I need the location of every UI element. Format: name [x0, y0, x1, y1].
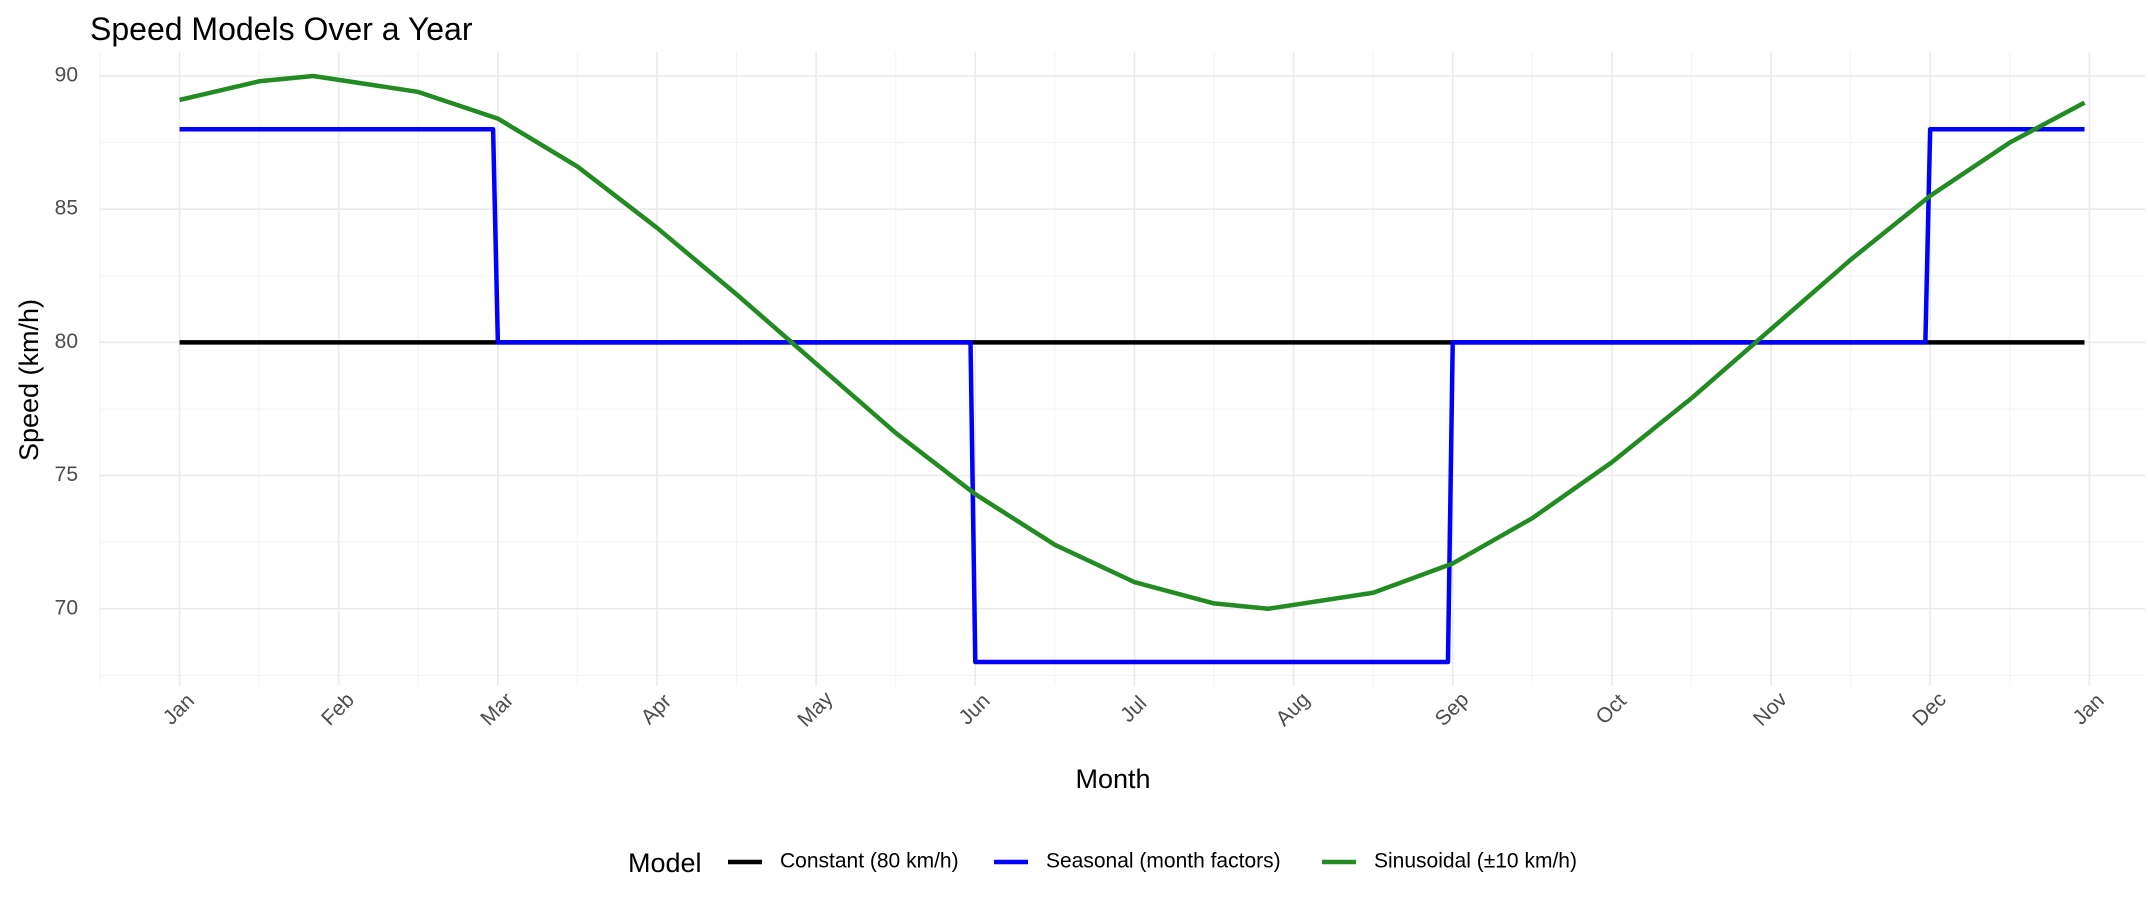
x-tick-label: Dec — [1908, 688, 1951, 731]
x-tick-label: Jan — [159, 689, 199, 729]
series-line-2 — [179, 127, 2085, 665]
y-tick-label: 75 — [55, 463, 78, 486]
x-tick-label: Feb — [317, 688, 359, 730]
x-tick-label: Oct — [1592, 690, 1631, 729]
legend-label-3: Sinusoidal (±10 km/h) — [1374, 850, 1577, 873]
y-tick-label: 80 — [55, 330, 78, 353]
legend: Model Constant (80 km/h) Seasonal (month … — [628, 848, 1577, 878]
legend-label-1: Constant (80 km/h) — [780, 850, 959, 873]
legend-title: Model — [628, 848, 702, 878]
grid-minor — [99, 52, 2145, 686]
x-tick-label: Jan — [2069, 689, 2109, 729]
series-layer — [179, 73, 2086, 665]
y-axis-ticks: 70 75 80 85 90 — [55, 64, 78, 620]
x-tick-label: Jul — [1116, 692, 1151, 727]
y-axis-title: Speed (km/h) — [14, 299, 44, 461]
x-axis-title: Month — [1075, 764, 1150, 794]
legend-items: Constant (80 km/h) Seasonal (month factor… — [728, 850, 1577, 873]
chart-title: Speed Models Over a Year — [90, 11, 473, 47]
legend-label-2: Seasonal (month factors) — [1046, 850, 1281, 873]
y-tick-label: 90 — [55, 64, 78, 87]
x-tick-label: Sep — [1431, 688, 1474, 731]
x-axis-ticks: Jan Feb Mar Apr May Jun Jul Aug Sep Oct Nov Dec Jan — [159, 687, 2109, 732]
x-tick-label: Mar — [476, 688, 518, 730]
grid-major — [100, 52, 2145, 686]
x-tick-label: Apr — [637, 690, 676, 729]
x-tick-label: Aug — [1272, 688, 1315, 731]
x-tick-label: May — [793, 687, 838, 732]
series-line-3 — [179, 73, 2086, 611]
y-tick-label: 70 — [55, 596, 78, 619]
x-tick-label: Nov — [1749, 688, 1792, 731]
x-tick-label: Jun — [955, 689, 995, 729]
y-tick-label: 85 — [55, 197, 78, 220]
